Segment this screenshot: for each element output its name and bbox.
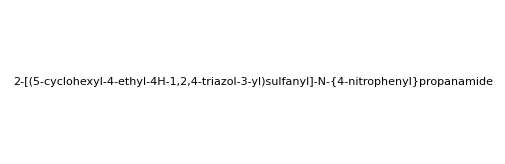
- Text: 2-[(5-cyclohexyl-4-ethyl-4H-1,2,4-triazol-3-yl)sulfanyl]-N-{4-nitrophenyl}propan: 2-[(5-cyclohexyl-4-ethyl-4H-1,2,4-triazo…: [13, 77, 492, 87]
